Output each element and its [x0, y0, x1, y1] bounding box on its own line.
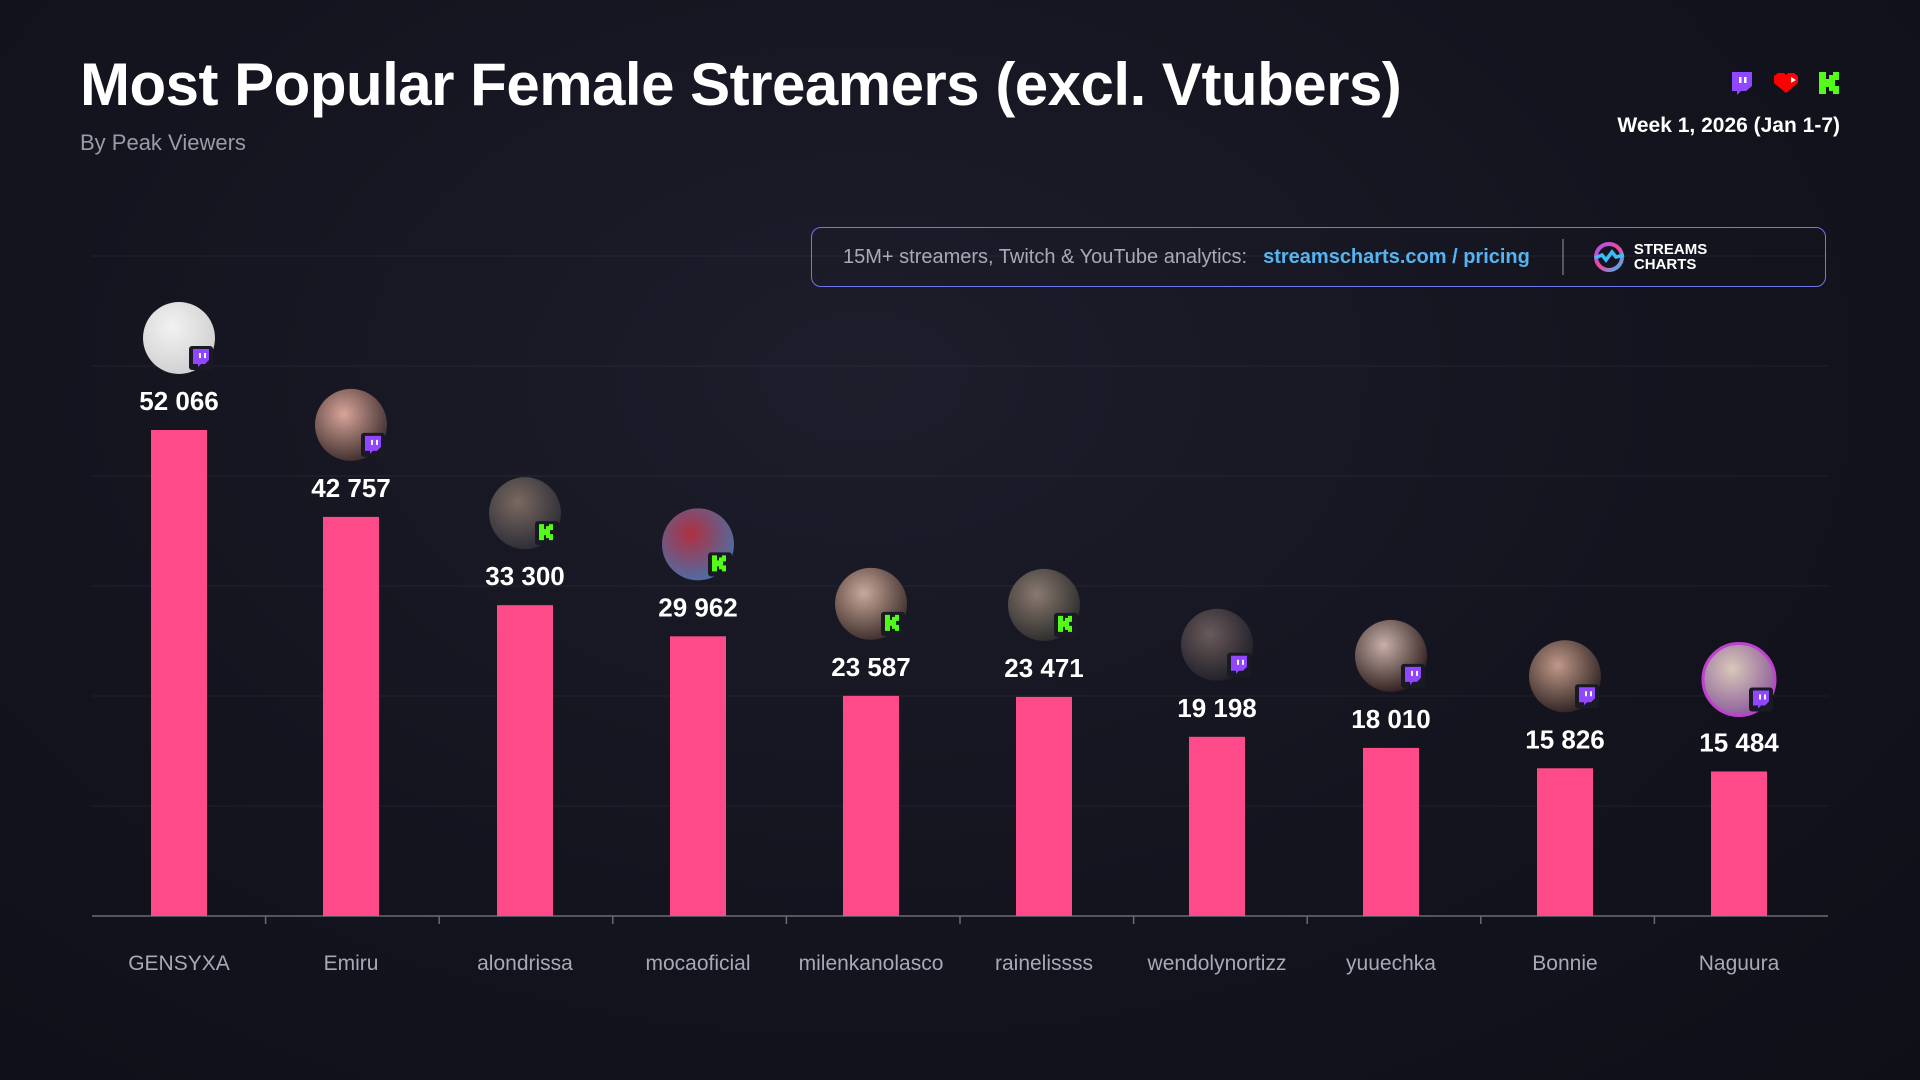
twitch-badge-icon	[1749, 687, 1773, 712]
twitch-icon	[1732, 72, 1752, 95]
value-label: 52 066	[139, 386, 219, 416]
category-label: wendolynortizz	[1147, 952, 1287, 975]
category-label: rainelissss	[995, 952, 1093, 975]
bar-group: 42 757 Emiru	[311, 388, 391, 975]
streamscharts-logo: STREAMS CHARTS	[1592, 240, 1707, 274]
badge-shape	[1058, 615, 1072, 632]
platform-icons	[1730, 70, 1840, 96]
streamscharts-logo-icon	[1593, 242, 1625, 272]
badge-shape	[885, 614, 899, 631]
bar	[1537, 768, 1593, 916]
category-label: alondrissa	[477, 952, 573, 975]
badge-eye	[1411, 670, 1413, 676]
value-label: 29 962	[658, 592, 738, 622]
page-title: Most Popular Female Streamers (excl. Vtu…	[80, 51, 1402, 118]
category-label: milenkanolasco	[799, 952, 944, 975]
badge-eye	[1585, 691, 1587, 697]
badge-eye	[376, 439, 378, 445]
bar-group: 15 826 Bonnie	[1525, 640, 1605, 975]
bar	[497, 605, 553, 916]
bar-group: 15 484 Naguura	[1699, 641, 1780, 975]
category-label: Emiru	[324, 952, 379, 975]
kick-badge-icon	[881, 611, 905, 636]
kick-badge-icon	[708, 552, 732, 577]
badge-eye	[1242, 659, 1244, 665]
bar	[1363, 747, 1419, 916]
value-label: 15 484	[1699, 727, 1779, 757]
badge-eye	[1764, 694, 1766, 700]
bar	[151, 430, 207, 916]
bar	[1711, 771, 1767, 916]
kick-badge-icon	[1054, 612, 1078, 637]
badge-eye	[1237, 659, 1239, 665]
twitch-badge-icon	[361, 432, 385, 457]
bar	[323, 516, 379, 916]
bar-group: 18 010 yuuechka	[1346, 619, 1436, 975]
category-label: yuuechka	[1346, 952, 1436, 975]
badge-eye	[1416, 670, 1418, 676]
value-label: 15 826	[1525, 724, 1605, 754]
category-label: GENSYXA	[128, 952, 230, 975]
value-label: 42 757	[311, 473, 391, 503]
kick-icon	[1819, 72, 1839, 94]
badge-shape	[539, 524, 553, 541]
badge-eye	[199, 353, 201, 358]
logo-line-1: STREAMS	[1633, 241, 1708, 258]
bar	[1016, 696, 1072, 916]
pricing-link[interactable]: streamscharts.com / pricing	[1263, 245, 1530, 268]
bar	[1189, 736, 1245, 916]
kick-badge-icon	[535, 521, 559, 546]
badge-eye	[1759, 694, 1761, 700]
value-label: 33 300	[485, 561, 565, 591]
page-subtitle: By Peak Viewers	[80, 130, 246, 155]
logo-line-2: CHARTS	[1633, 256, 1697, 273]
twitch-badge-icon	[1575, 684, 1599, 709]
value-label: 23 587	[831, 652, 911, 682]
bar-group: 23 587 milenkanolasco	[799, 567, 944, 975]
category-label: Naguura	[1699, 952, 1780, 975]
bar	[843, 695, 899, 916]
promo-banner[interactable]: 15M+ streamers, Twitch & YouTube analyti…	[811, 227, 1826, 287]
week-label: Week 1, 2026 (Jan 1-7)	[1617, 114, 1840, 137]
twitch-badge-icon	[189, 346, 213, 370]
badge-shape	[712, 555, 726, 572]
twitch-badge-icon	[1401, 663, 1425, 688]
bar-group: 19 198 wendolynortizz	[1147, 608, 1287, 975]
bar-group: 23 471 rainelissss	[995, 568, 1093, 975]
bar	[670, 636, 726, 916]
banner-divider	[1561, 239, 1564, 275]
badge-eye	[371, 439, 373, 445]
youtube-icon	[1774, 73, 1798, 93]
value-label: 19 198	[1177, 693, 1257, 723]
bar-group: 52 066 GENSYXA	[128, 302, 230, 975]
value-label: 18 010	[1351, 704, 1431, 734]
badge-eye	[204, 353, 206, 358]
twitch-badge-icon	[1227, 652, 1251, 677]
value-label: 23 471	[1004, 653, 1084, 683]
category-label: mocaoficial	[645, 952, 750, 975]
bar-group: 33 300 alondrissa	[477, 477, 573, 975]
bar-group: 29 962 mocaoficial	[645, 508, 751, 975]
banner-text: 15M+ streamers, Twitch & YouTube analyti…	[843, 245, 1248, 268]
category-label: Bonnie	[1532, 952, 1597, 975]
badge-eye	[1590, 691, 1592, 697]
